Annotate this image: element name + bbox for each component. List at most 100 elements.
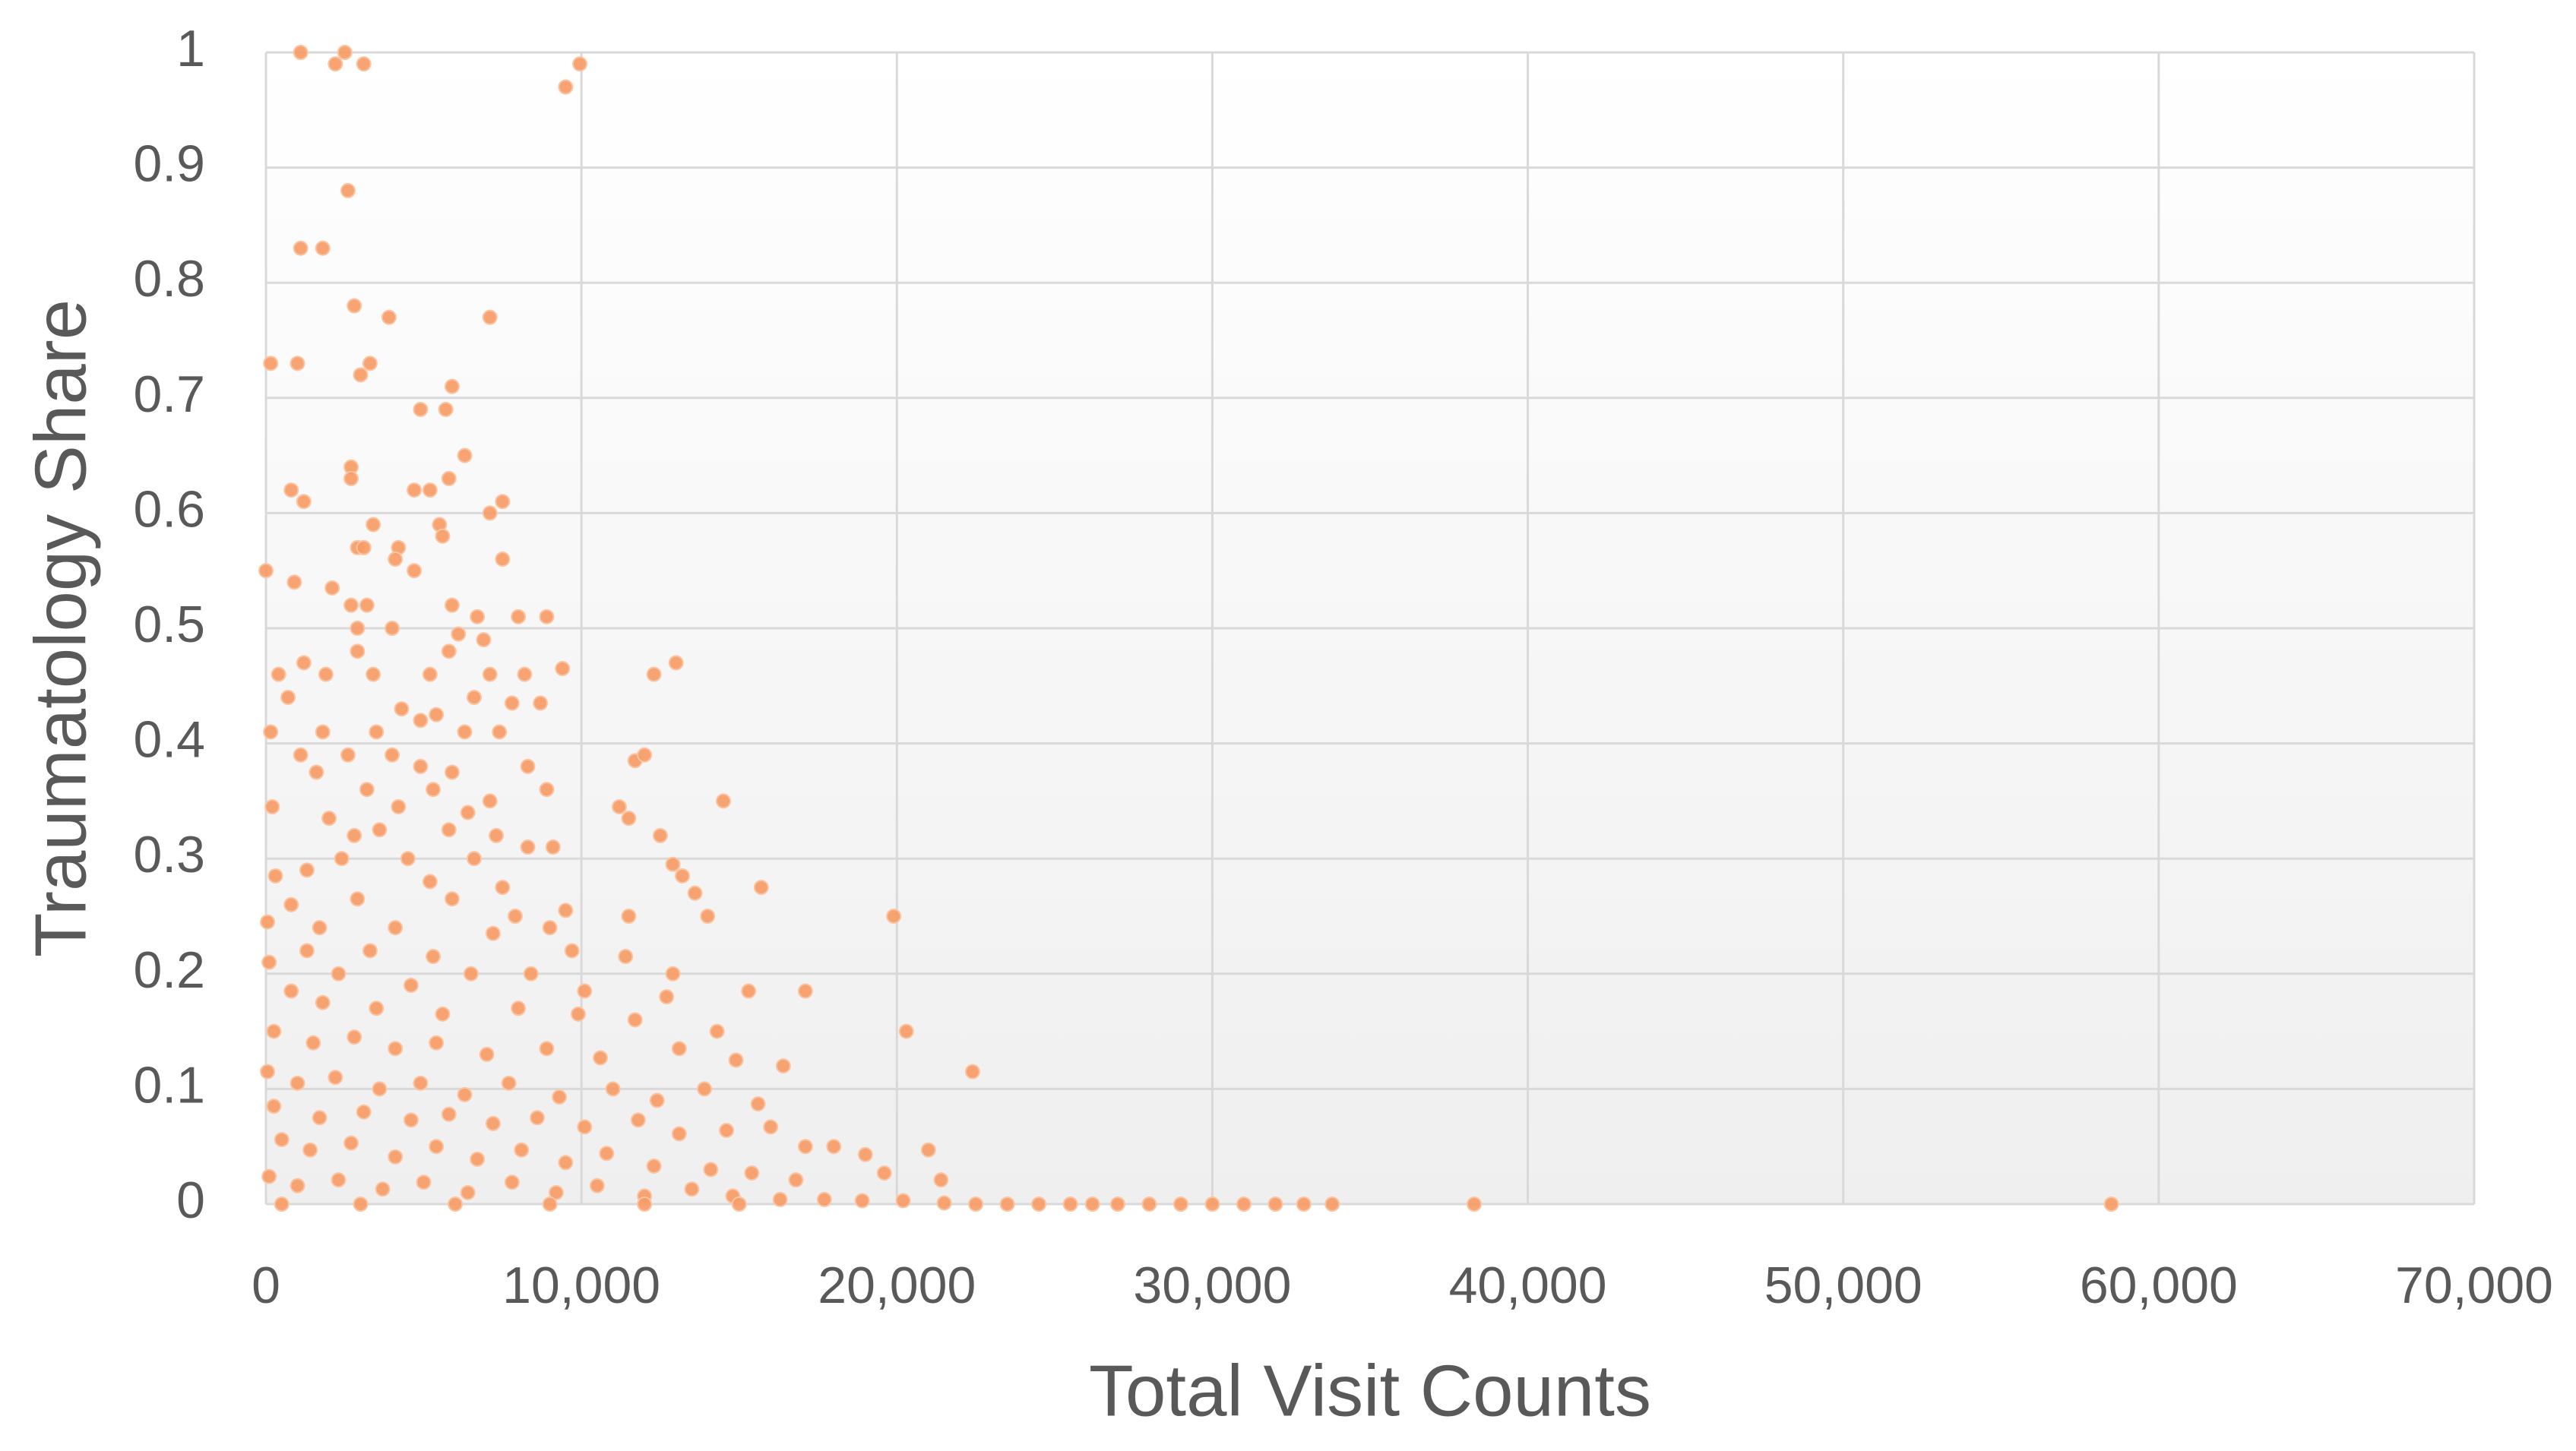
point: [403, 977, 419, 993]
point: [599, 1146, 615, 1162]
point: [385, 621, 400, 636]
point: [312, 1110, 328, 1126]
point: [1084, 1197, 1100, 1212]
point: [356, 1104, 372, 1120]
point: [435, 1006, 451, 1022]
point: [753, 880, 769, 896]
point: [366, 666, 381, 682]
point: [674, 868, 690, 884]
point: [470, 1151, 486, 1167]
point: [1172, 1197, 1188, 1212]
point: [444, 378, 460, 394]
point: [283, 896, 299, 912]
x-tick-label: 50,000: [1764, 1257, 1923, 1314]
point: [274, 1132, 290, 1148]
point: [369, 724, 385, 740]
point: [403, 1112, 419, 1128]
y-tick-label: 0.8: [133, 250, 205, 308]
point: [564, 943, 580, 959]
point: [646, 1158, 662, 1174]
point: [331, 1172, 347, 1188]
point: [659, 989, 675, 1005]
point: [299, 862, 315, 878]
point: [293, 45, 309, 60]
point: [1204, 1197, 1220, 1212]
point: [444, 597, 460, 613]
point: [296, 655, 312, 671]
point: [290, 1178, 305, 1193]
point: [340, 182, 356, 198]
x-tick-label: 60,000: [2080, 1257, 2238, 1314]
point: [482, 793, 498, 809]
point: [649, 1092, 665, 1108]
x-tick-label: 0: [252, 1257, 280, 1314]
point: [413, 1075, 429, 1091]
point: [2103, 1197, 2119, 1212]
point: [261, 1168, 277, 1184]
point: [558, 1155, 574, 1171]
point: [457, 447, 473, 463]
point: [772, 1191, 788, 1207]
point: [315, 994, 331, 1010]
point: [407, 563, 422, 579]
point: [485, 1115, 501, 1131]
point: [260, 1064, 276, 1080]
point: [394, 701, 410, 717]
point: [318, 666, 334, 682]
point: [816, 1191, 832, 1207]
point: [312, 920, 328, 936]
point: [1466, 1197, 1482, 1212]
point: [448, 1197, 464, 1212]
point: [271, 666, 286, 682]
point: [476, 632, 492, 648]
point: [898, 1023, 914, 1039]
point: [539, 782, 555, 798]
point: [337, 45, 353, 60]
point: [343, 597, 359, 613]
point: [1324, 1197, 1340, 1212]
point: [555, 661, 571, 677]
point: [964, 1064, 980, 1080]
point: [466, 689, 482, 705]
point: [797, 983, 813, 999]
point: [391, 798, 407, 814]
point: [258, 563, 274, 579]
point: [353, 367, 369, 383]
point: [407, 482, 422, 498]
point: [703, 1162, 719, 1178]
point: [388, 1041, 403, 1057]
point: [876, 1165, 892, 1181]
point: [479, 1046, 495, 1062]
point: [542, 1197, 558, 1212]
point: [350, 891, 366, 907]
point: [621, 811, 637, 827]
point: [283, 482, 299, 498]
point: [353, 1197, 369, 1212]
point: [350, 621, 366, 636]
point: [482, 309, 498, 325]
point: [274, 1197, 290, 1212]
point: [441, 822, 457, 838]
point: [671, 1126, 687, 1142]
point: [495, 552, 511, 567]
point: [324, 580, 340, 596]
y-tick-label: 0.7: [133, 365, 205, 423]
point: [857, 1146, 873, 1162]
point: [539, 1041, 555, 1057]
point: [886, 909, 902, 924]
point: [511, 609, 527, 624]
point: [482, 666, 498, 682]
point: [441, 1106, 457, 1122]
point: [413, 401, 429, 417]
x-tick-label: 20,000: [818, 1257, 976, 1314]
point: [466, 851, 482, 867]
point: [627, 1012, 643, 1028]
point: [429, 1139, 445, 1155]
point: [511, 1001, 527, 1016]
point: [426, 949, 441, 965]
point: [501, 1075, 517, 1091]
point: [652, 827, 668, 843]
point: [593, 1050, 609, 1066]
point: [826, 1139, 842, 1155]
